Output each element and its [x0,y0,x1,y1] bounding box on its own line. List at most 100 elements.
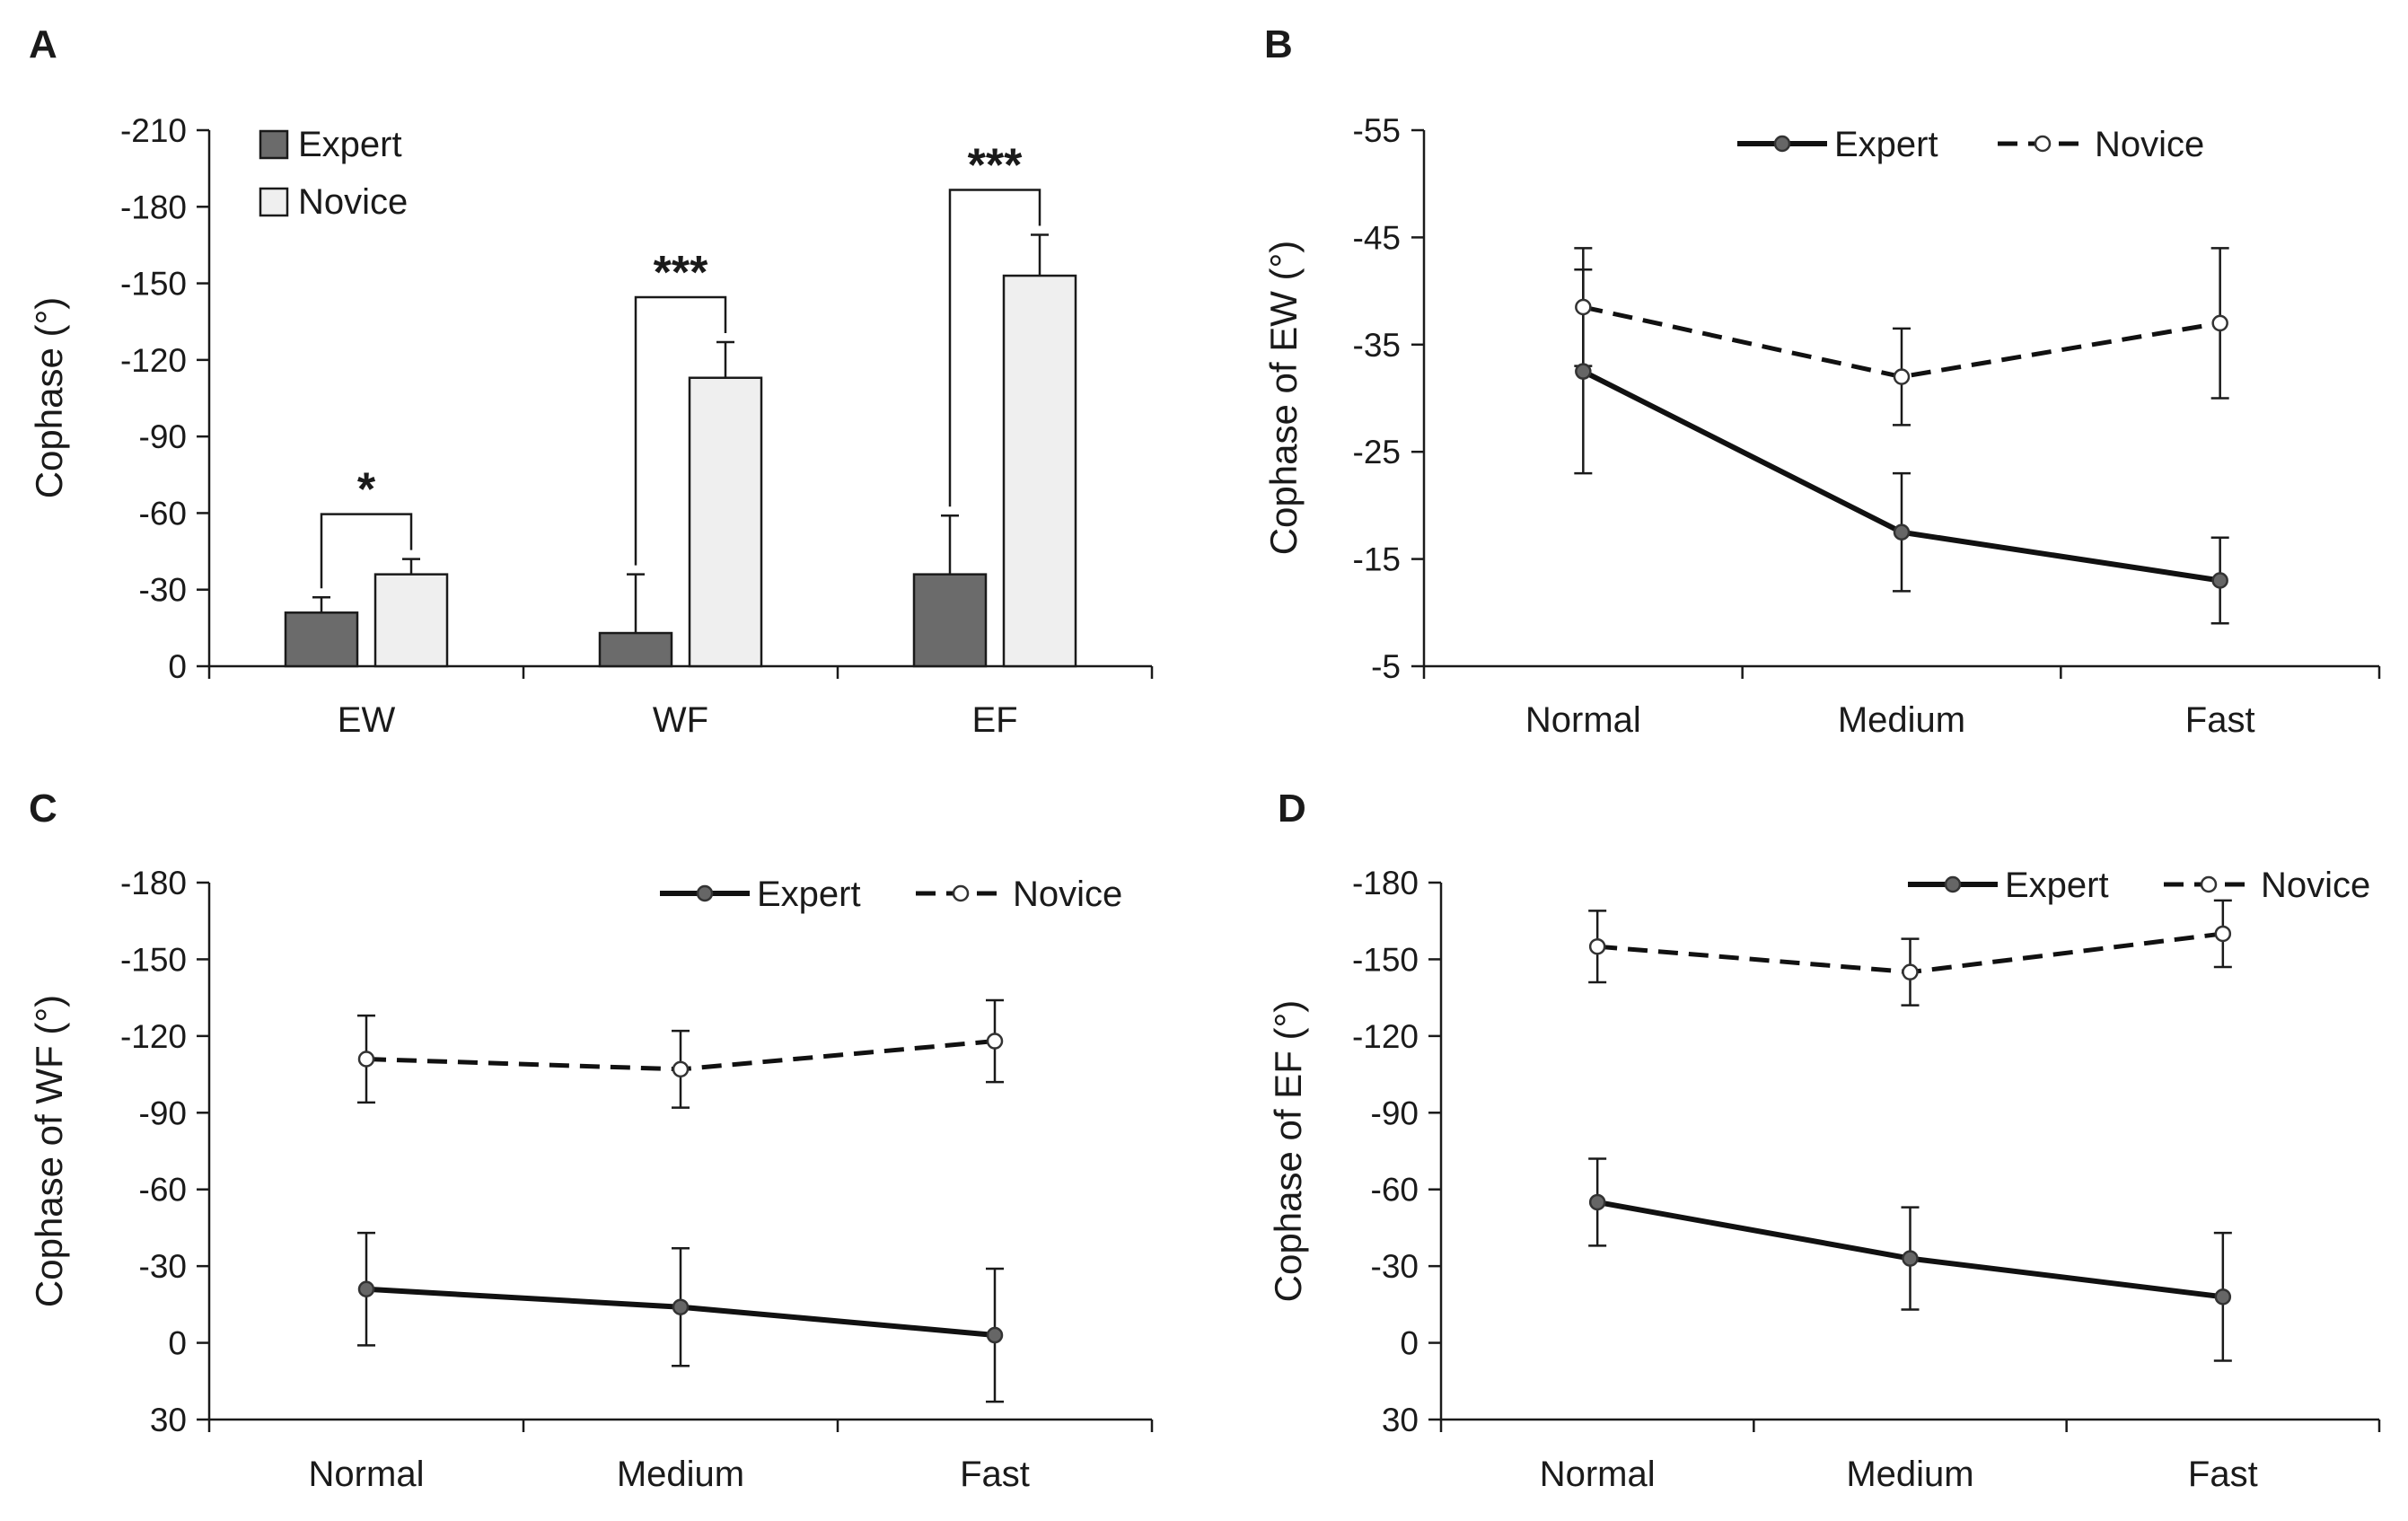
data-point-novice [986,1033,1004,1050]
bar-novice [374,573,449,668]
panel-letter: B [1264,22,1293,66]
data-point-expert [672,1298,690,1315]
y-tick-label: -60 [139,495,187,532]
y-tick-label: -45 [1353,219,1401,256]
data-point-expert [986,1326,1004,1344]
data-point-expert [2214,1288,2232,1306]
y-tick-label: 30 [150,1402,187,1438]
y-tick-label: -15 [1353,541,1401,578]
y-tick-label: -35 [1353,327,1401,364]
bar-expert [912,573,988,668]
x-category-label: EW [338,700,396,740]
legend-marker-novice [2034,135,2052,153]
legend-label-novice: Novice [2095,125,2204,164]
y-tick-label: -120 [120,342,187,379]
x-category-label: Medium [1838,700,1965,740]
y-tick-label: -180 [1352,865,1419,901]
significance-label: * [357,464,376,516]
y-tick-label: -180 [120,189,187,225]
y-axis-title: Cophase of EF (°) [1267,1000,1309,1303]
y-tick-label: -90 [139,418,187,455]
legend-label-novice: Novice [2261,866,2370,905]
legend-label-novice: Novice [1013,875,1122,914]
data-point-expert [2211,572,2228,589]
legend-swatch-novice [259,187,289,217]
legend-label-expert: Expert [2005,866,2109,905]
y-axis-title: Cophase (°) [28,297,70,499]
data-point-novice [672,1060,690,1078]
y-tick-label: -30 [1371,1248,1419,1285]
data-point-expert [357,1280,375,1298]
legend-label-expert: Expert [757,875,861,914]
y-tick-label: -30 [139,1248,187,1285]
significance-label: *** [654,247,708,299]
y-tick-label: -25 [1353,434,1401,470]
legend-swatch-expert [259,129,289,160]
y-tick-label: -120 [1352,1018,1419,1055]
bar-expert [598,631,673,668]
data-point-novice [1575,298,1592,316]
panel-a: A 0 -30 -60 -90 -120 -150 -180 -210 EW WF EF Cophase… [28,22,1154,740]
significance-bracket [634,295,727,566]
series-line-novice [1582,304,2221,380]
significance-label: *** [968,140,1023,192]
y-tick-label: 0 [168,648,187,685]
x-category-label: Medium [1846,1455,1973,1494]
panel-letter: C [29,787,57,831]
data-point-novice [1902,963,1919,980]
x-category-label: EF [971,700,1017,740]
x-category-label: Medium [617,1455,744,1494]
bar-novice [688,376,763,668]
x-category-label: Normal [309,1455,425,1494]
panel-letter: A [29,22,57,66]
y-tick-label: -120 [120,1018,187,1055]
panel-b: B -5 -15 -25 -35 -45 -55 Normal Medium Fast Cophas… [1262,22,2381,740]
data-point-expert [1575,363,1592,380]
y-tick-label: -210 [120,112,187,149]
data-point-expert [1588,1193,1606,1211]
panel-d: D 30 0 -30 -60 -90 -120 -150 -180 Normal Medium Fas… [1267,787,2381,1494]
legend-marker-expert [1773,135,1791,153]
legend-marker-novice [2200,875,2218,893]
legend-label-expert: Expert [298,125,402,164]
y-tick-label: -30 [139,572,187,609]
y-tick-label: -60 [1371,1172,1419,1209]
data-point-novice [2211,314,2228,332]
legend-marker-expert [1944,875,1962,893]
y-tick-label: -150 [120,266,187,303]
data-point-novice [2214,925,2232,943]
y-tick-label: -180 [120,865,187,901]
y-tick-label: -5 [1371,648,1401,685]
legend-marker-expert [696,884,714,902]
y-tick-label: 30 [1382,1402,1419,1438]
bar-expert [284,611,359,668]
data-point-novice [357,1051,375,1068]
significance-bracket [948,189,1041,507]
x-category-label: Fast [2185,700,2255,740]
x-category-label: Fast [960,1455,1030,1494]
data-point-expert [1893,523,1911,541]
x-category-label: Fast [2188,1455,2258,1494]
y-tick-label: -150 [120,941,187,978]
bar-novice [1002,274,1077,668]
legend-label-novice: Novice [298,182,408,222]
y-tick-label: -55 [1353,112,1401,149]
y-axis-title: Cophase of EW (°) [1262,241,1305,556]
y-axis-title: Cophase of WF (°) [28,995,70,1307]
y-tick-label: -150 [1352,941,1419,978]
significance-bracket [320,513,413,589]
y-tick-label: 0 [1400,1325,1419,1362]
data-point-novice [1588,937,1606,955]
panel-letter: D [1278,787,1306,831]
data-point-expert [1902,1250,1919,1267]
legend-marker-novice [952,884,970,902]
x-category-label: WF [653,700,708,740]
x-category-label: Normal [1540,1455,1656,1494]
y-tick-label: 0 [168,1325,187,1362]
panel-c: C 30 0 -30 -60 -90 -120 -150 -180 Normal Medium Fas… [28,787,1154,1494]
y-tick-label: -90 [139,1095,187,1131]
y-tick-label: -90 [1371,1095,1419,1131]
legend-label-expert: Expert [1834,125,1938,164]
